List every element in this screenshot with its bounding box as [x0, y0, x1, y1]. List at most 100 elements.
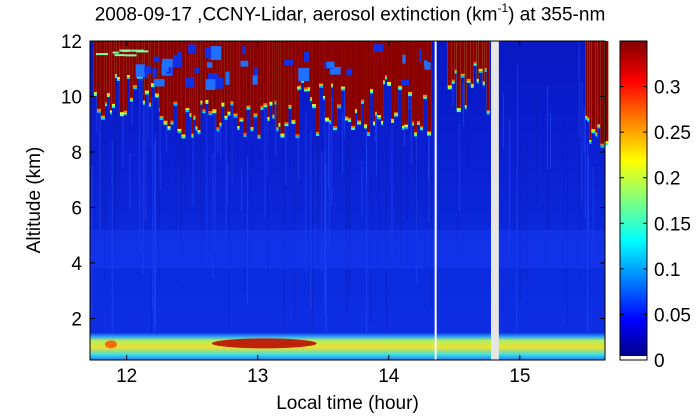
heatmap-cloud-cell: [370, 41, 374, 90]
heatmap-cloud-cell: [377, 41, 382, 116]
heatmap-cloud-cell: [367, 41, 371, 132]
heatmap-cloud-cell: [246, 41, 251, 106]
heatmap-cloud-cell: [310, 41, 313, 98]
heatmap-cloud-gap: [162, 58, 173, 68]
heatmap-cloud-gap: [215, 77, 224, 89]
heatmap-cloud-cell: [323, 41, 326, 97]
heatmap-cloud-gap: [204, 47, 212, 59]
heatmap-cloud-cell: [351, 41, 356, 126]
y-tick-label: 8: [71, 143, 82, 164]
heatmap-cloud-cell: [297, 41, 300, 87]
chart-title-suffix: ) at 355-nm: [508, 4, 606, 26]
heatmap-cloud-cell: [136, 41, 139, 75]
x-tick-label: 15: [509, 366, 530, 387]
heatmap-cloud-cell: [595, 41, 598, 133]
heatmap-cloud-cell: [104, 41, 107, 103]
heatmap-cloud-gap: [144, 66, 152, 73]
heatmap-cloud-cell: [357, 41, 362, 121]
x-tick-label: 13: [247, 366, 268, 387]
heatmap-boundary-layer: [90, 332, 605, 360]
heatmap-no-data-gap: [490, 41, 499, 360]
heatmap-cloud-cell: [456, 41, 461, 109]
heatmap-cloud-cell: [106, 41, 110, 94]
heatmap-cloud-cell: [466, 41, 471, 79]
heatmap-cloud-gap: [401, 79, 410, 86]
heatmap-cloud-gap: [402, 54, 406, 64]
heatmap-no-data-gap: [434, 41, 437, 360]
heatmap-cloud-cell: [373, 41, 376, 122]
heatmap-cloud-cell: [486, 41, 490, 111]
heatmap-cloud-cell: [408, 41, 413, 93]
heatmap-cloud-cell: [333, 41, 338, 127]
x-tick-label: 14: [378, 366, 400, 387]
heatmap-cloud-cell: [299, 41, 302, 86]
heatmap-cloud-cell: [284, 41, 289, 123]
heatmap-cloud-cell: [391, 41, 395, 119]
heatmap-aerosol-band: [90, 229, 605, 269]
heatmap-boundary-layer-core: [211, 338, 317, 349]
colorbar-frame: [619, 40, 648, 361]
chart-title: 2008-09-17 ,CCNY-Lidar, aerosol extincti…: [0, 1, 700, 26]
colorbar-tick-label: 0.1: [654, 260, 680, 281]
heatmap-cloud-cell: [239, 41, 244, 118]
heatmap-cloud-cell: [205, 41, 209, 100]
heatmap-cloud-cell: [473, 41, 477, 62]
heatmap-cloud-cell: [167, 41, 171, 127]
heatmap-cloud-cell: [185, 41, 190, 109]
chart-title-superscript: -1: [497, 1, 509, 15]
heatmap-cloud-cell: [414, 41, 418, 133]
heatmap-cloud-cell: [221, 41, 225, 103]
heatmap-cloud-cell: [243, 41, 247, 133]
heatmap-cloud-cell: [478, 41, 483, 69]
heatmap-cloud-gap: [152, 67, 157, 79]
heatmap-cloud-cell: [280, 41, 285, 134]
heatmap-cirrus: [124, 54, 137, 57]
heatmap-cloud-cell: [291, 41, 296, 120]
y-tick-label: 4: [71, 254, 82, 275]
y-tick-label: 10: [61, 87, 82, 108]
colorbar-tick-label: 0.25: [654, 123, 691, 144]
heatmap-cloud-gap: [135, 64, 145, 77]
heatmap-cloud-cell: [132, 41, 137, 86]
heatmap-cloud-cell: [93, 41, 97, 93]
heatmap-cloud-gap: [284, 59, 294, 66]
heatmap-cloud-cell: [129, 41, 133, 98]
heatmap-cloud-cell: [144, 41, 149, 91]
heatmap-cloud-cell: [96, 41, 101, 109]
heatmap-cloud-cell: [202, 41, 206, 110]
heatmap-layer: [89, 41, 609, 360]
heatmap-cloud-cell: [114, 41, 117, 74]
heatmap-cloud-cell: [482, 41, 485, 82]
heatmap-cloud-gap: [143, 72, 149, 79]
heatmap-cloud-gap: [242, 46, 246, 55]
axes-layer: 12 13 14 15 2 4 6 8 10 12: [61, 32, 606, 387]
heatmap-cloud-cell: [200, 41, 203, 101]
y-axis-label: Altitude (km): [24, 146, 45, 254]
heatmap-cloud-cell: [451, 41, 455, 80]
heatmap-cloud-gap: [240, 60, 249, 67]
heatmap-cloud-cell: [375, 41, 378, 112]
heatmap-cloud-cell: [454, 41, 457, 70]
heatmap-cloud-cell: [111, 41, 115, 104]
heatmap-cloud-cell: [123, 41, 127, 111]
colorbar-tick-label: 0.15: [654, 214, 691, 235]
heatmap-cloud-cell: [587, 41, 590, 118]
heatmap-cloud-gap: [298, 67, 310, 82]
heatmap-cloud-cell: [189, 41, 192, 113]
heatmap-cloud-cell: [470, 41, 474, 84]
heatmap-cloud-gap: [172, 54, 183, 68]
heatmap-cloud-cell: [173, 41, 178, 102]
heatmap-cloud-cell: [585, 41, 588, 116]
heatmap-cloud-cell: [304, 41, 309, 88]
colorbar-tick-label: 0.2: [654, 169, 680, 190]
heatmap-cloud-gap: [423, 60, 428, 66]
heatmap-cloud-cell: [193, 41, 196, 116]
heatmap-cloud-cell: [427, 41, 432, 132]
heatmap-cloud-cell: [230, 41, 234, 102]
heatmap-cloud-cell: [272, 41, 275, 115]
heatmap-cloud-gap: [206, 62, 213, 68]
heatmap-cloud-cell: [263, 41, 268, 104]
heatmap-cloud-gap: [178, 51, 182, 57]
heatmap-cloud-cell: [341, 41, 346, 87]
